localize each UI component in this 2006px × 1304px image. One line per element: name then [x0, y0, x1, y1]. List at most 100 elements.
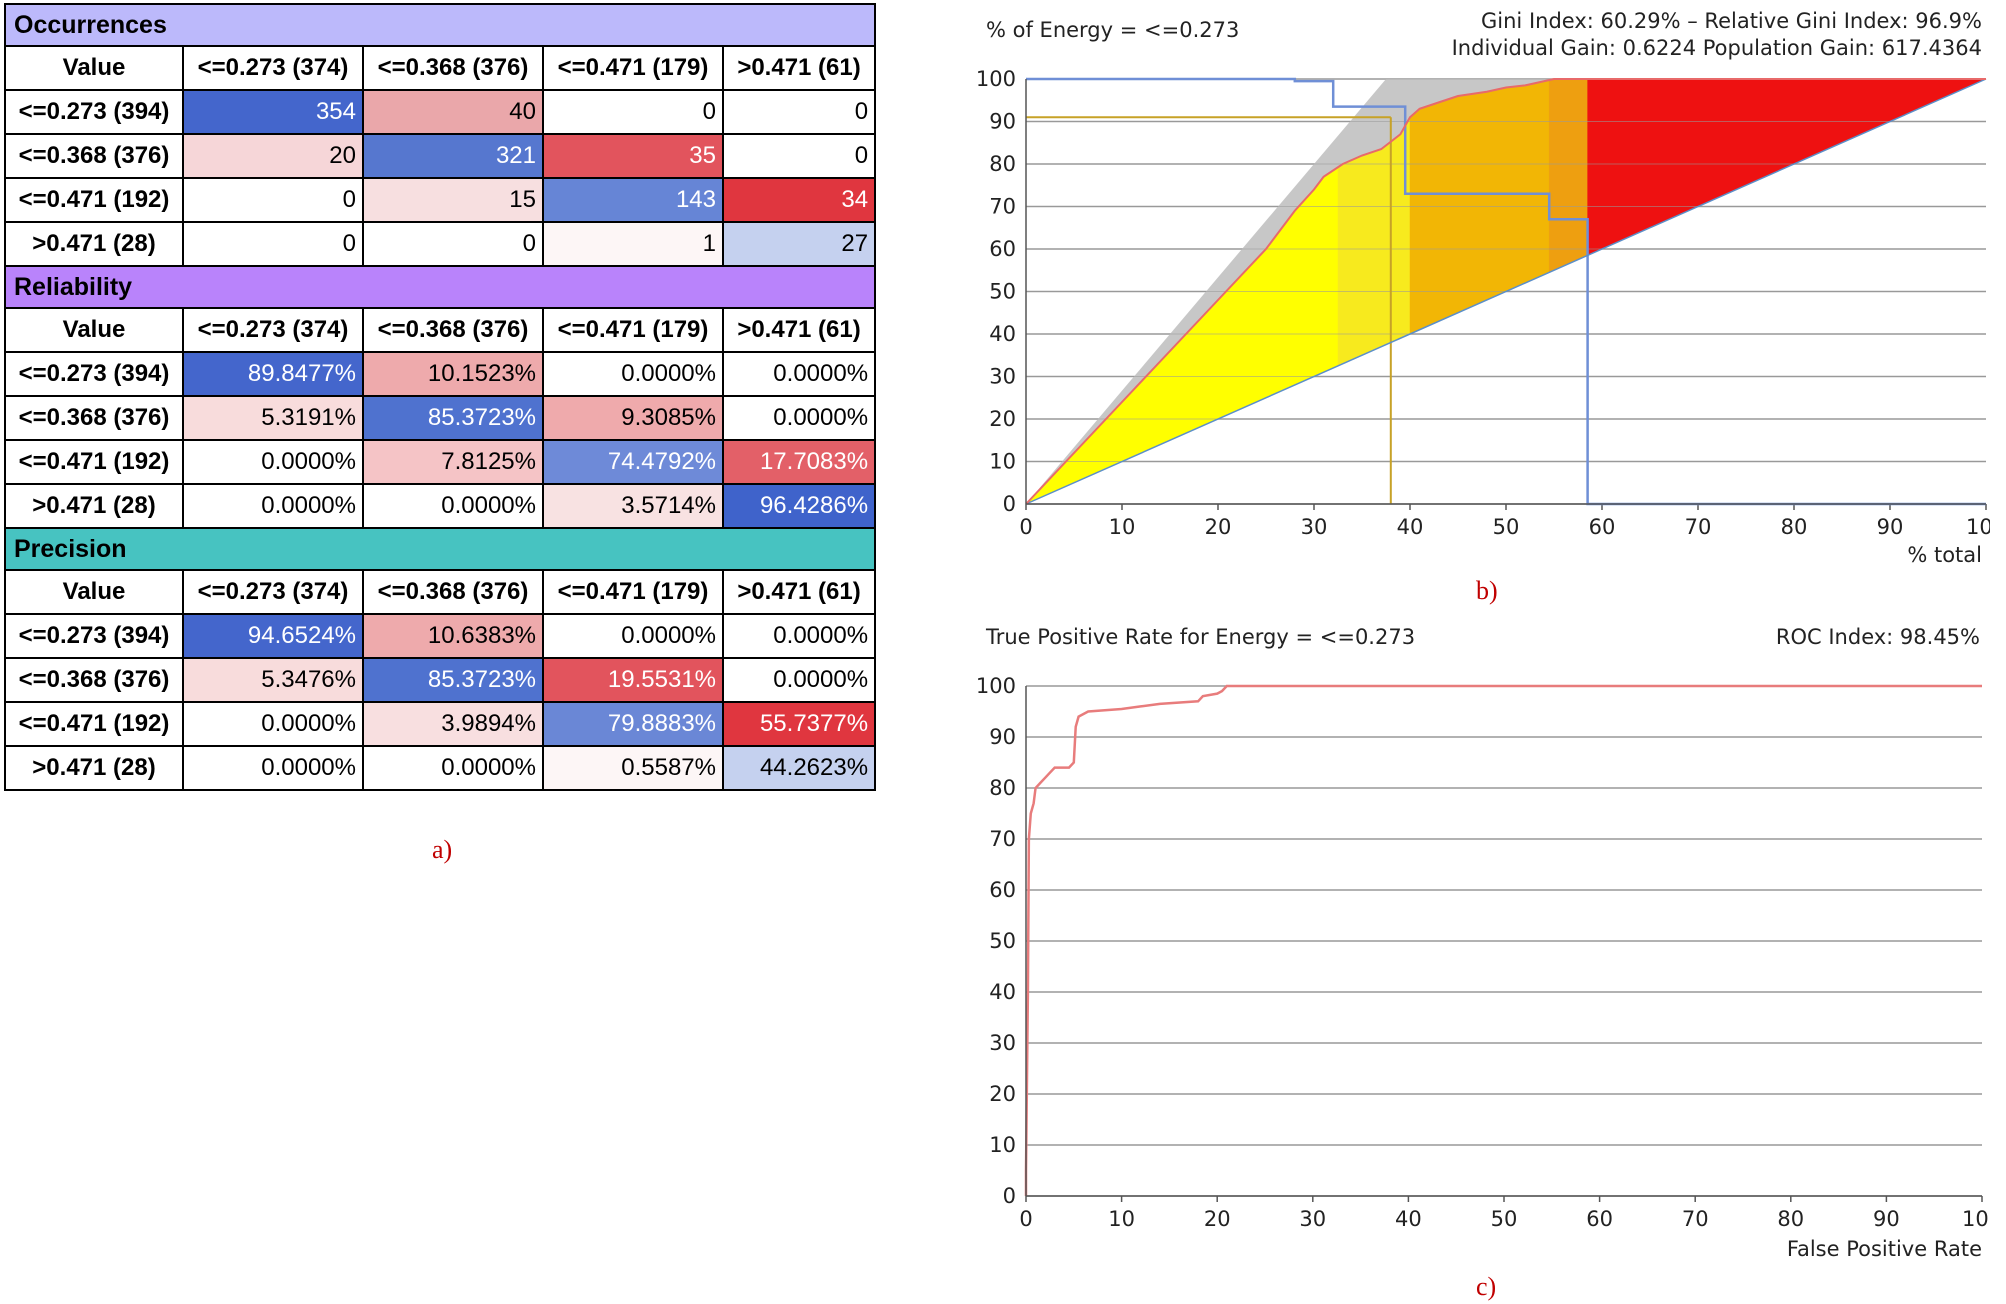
table-cell: 89.8477% [182, 351, 364, 397]
table-cell: 0 [721, 133, 877, 179]
table-cell: 7.8125% [362, 439, 544, 485]
table-row: <=0.273 (394) 94.6524% 10.6383% 0.0000% 0.00… [4, 613, 877, 659]
x-tick-label: 90 [1877, 515, 1904, 539]
value-header: Value [4, 45, 184, 91]
gain-curve-line [1025, 78, 1986, 505]
table-cell: 321 [362, 133, 544, 179]
caption-b: b) [1476, 576, 1498, 605]
table-cell: 55.7377% [721, 701, 877, 747]
y-tick-label: 20 [989, 1082, 1016, 1106]
y-tick-label: 10 [989, 1133, 1016, 1157]
table-cell: 1 [542, 221, 724, 267]
table-cell: 85.3723% [362, 395, 544, 441]
x-axis-label: % total [1907, 543, 1982, 567]
x-tick-label: 30 [1301, 515, 1328, 539]
table-cell: 94.6524% [182, 613, 364, 659]
table-cell: 0 [182, 177, 364, 223]
column-header: <=0.273 (374) [182, 307, 364, 353]
table-cell: 0.0000% [721, 613, 877, 659]
x-tick-label: 60 [1589, 515, 1616, 539]
table-cell: 0.0000% [362, 745, 544, 791]
table-cell: 10.1523% [362, 351, 544, 397]
column-header: <=0.471 (179) [542, 45, 724, 91]
section-title: Precision [3, 527, 877, 571]
table-cell: 354 [182, 89, 364, 135]
x-tick-label: 0 [1019, 515, 1032, 539]
table-cell: 96.4286% [721, 483, 877, 529]
row-header: <=0.471 (192) [4, 177, 184, 223]
roc-chart: 0 10 20 30 40 50 60 70 80 90 100 0 10 20 30 40 50 60 70 80 9… [976, 674, 1990, 1261]
column-header: >0.471 (61) [721, 307, 877, 353]
y-tick-label: 60 [989, 878, 1016, 902]
x-tick-label: 60 [1586, 1207, 1613, 1231]
table-cell: 3.9894% [362, 701, 544, 747]
column-header: <=0.273 (374) [182, 569, 364, 615]
x-tick-label: 50 [1491, 1207, 1518, 1231]
y-tick-label: 50 [989, 929, 1016, 953]
gain-stats-text: Individual Gain: 0.6224 Population Gain:… [1451, 36, 1982, 60]
x-tick-label: 80 [1777, 1207, 1804, 1231]
table-row: <=0.471 (192) 0.0000% 7.8125% 74.4792% 17.70… [4, 439, 877, 485]
x-tick-label: 10 [1109, 515, 1136, 539]
gain-band-area [1548, 78, 1588, 273]
y-tick-label: 40 [989, 980, 1016, 1004]
confusion-tables: Occurrences Value <=0.273 (374) <=0.368 (37… [3, 3, 877, 791]
y-tick-label: 90 [989, 725, 1016, 749]
table-row: <=0.368 (376) 20 321 35 0 [4, 133, 877, 179]
column-header: >0.471 (61) [721, 45, 877, 91]
table-cell: 19.5531% [542, 657, 724, 703]
table-cell: 9.3085% [542, 395, 724, 441]
row-header: <=0.273 (394) [4, 89, 184, 135]
table-row: <=0.273 (394) 89.8477% 10.1523% 0.0000% 0.00… [4, 351, 877, 397]
y-tick-label: 100 [976, 67, 1016, 91]
x-tick-label: 10 [1108, 1207, 1135, 1231]
x-tick-label: 20 [1205, 515, 1232, 539]
table-cell: 0.0000% [182, 439, 364, 485]
y-tick-label: 80 [989, 152, 1016, 176]
table-cell: 0.0000% [721, 351, 877, 397]
table-cell: 0.0000% [182, 701, 364, 747]
gini-index-text: Gini Index: 60.29% – Relative Gini Index… [1481, 9, 1982, 33]
y-tick-label: 90 [989, 110, 1016, 134]
y-tick-label: 70 [989, 827, 1016, 851]
table-cell: 35 [542, 133, 724, 179]
roc-curve-line [1024, 684, 1982, 1196]
x-tick-label: 100 [1966, 515, 1990, 539]
row-header: >0.471 (28) [4, 483, 184, 529]
probability-step-line [1026, 77, 1986, 506]
roc-chart-title: True Positive Rate for Energy = <=0.273 [986, 625, 1416, 649]
section-title: Occurrences [3, 3, 877, 47]
roc-index-text: ROC Index: 98.45% [1775, 625, 1980, 649]
x-tick-label: 80 [1781, 515, 1808, 539]
x-tick-label: 50 [1493, 515, 1520, 539]
y-tick-label: 100 [976, 674, 1016, 698]
table-cell: 0.0000% [182, 745, 364, 791]
x-tick-label: 40 [1397, 515, 1424, 539]
column-header: <=0.368 (376) [362, 307, 544, 353]
table-cell: 0.0000% [362, 483, 544, 529]
y-tick-label: 50 [989, 280, 1016, 304]
row-header: >0.471 (28) [4, 745, 184, 791]
row-header: <=0.368 (376) [4, 657, 184, 703]
caption-a: a) [432, 835, 453, 864]
x-tick-label: 20 [1204, 1207, 1231, 1231]
table-cell: 0.0000% [182, 483, 364, 529]
row-header: <=0.471 (192) [4, 701, 184, 747]
table-cell: 3.5714% [542, 483, 724, 529]
table-row: >0.471 (28) 0 0 1 27 [4, 221, 877, 267]
y-tick-label: 0 [1003, 492, 1016, 516]
x-tick-label: 90 [1873, 1207, 1900, 1231]
y-tick-label: 70 [989, 195, 1016, 219]
table-cell: 27 [721, 221, 877, 267]
table-cell: 0.0000% [721, 395, 877, 441]
table-cell: 0 [721, 89, 877, 135]
column-header: <=0.471 (179) [542, 307, 724, 353]
table-cell: 5.3476% [182, 657, 364, 703]
table-cell: 17.7083% [721, 439, 877, 485]
table-cell: 34 [721, 177, 877, 223]
y-tick-label: 80 [989, 776, 1016, 800]
value-header: Value [4, 569, 184, 615]
table-cell: 79.8883% [542, 701, 724, 747]
table-cell: 10.6383% [362, 613, 544, 659]
column-header: <=0.368 (376) [362, 45, 544, 91]
